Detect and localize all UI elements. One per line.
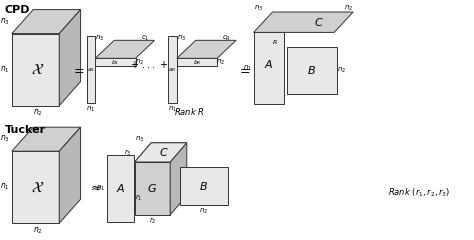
Polygon shape — [59, 10, 81, 106]
Text: $a_1$: $a_1$ — [87, 66, 95, 73]
Polygon shape — [12, 10, 81, 34]
Text: $\mathcal{X}$: $\mathcal{X}$ — [31, 180, 45, 195]
Text: $\mathcal{X}$: $\mathcal{X}$ — [31, 62, 45, 77]
Text: $n_1$: $n_1$ — [0, 64, 9, 75]
Text: $b_R$: $b_R$ — [192, 58, 201, 67]
Text: Rank $(r_1,r_2,r_3)$: Rank $(r_1,r_2,r_3)$ — [388, 187, 450, 199]
Text: $G$: $G$ — [147, 182, 157, 194]
Text: $=$: $=$ — [237, 63, 251, 76]
Polygon shape — [180, 167, 228, 205]
Text: $c_1$: $c_1$ — [141, 33, 149, 42]
Text: $A$: $A$ — [116, 182, 125, 194]
Text: $n_2$: $n_2$ — [33, 225, 43, 236]
Text: $C$: $C$ — [159, 146, 169, 158]
Text: $n_1$: $n_1$ — [86, 105, 96, 114]
Polygon shape — [135, 143, 187, 162]
Polygon shape — [177, 58, 217, 66]
Text: $b_1$: $b_1$ — [111, 58, 119, 67]
Text: $c_R$: $c_R$ — [222, 33, 231, 42]
Text: $+$ $...$ $+$: $+$ $...$ $+$ — [130, 59, 169, 70]
Polygon shape — [12, 127, 81, 151]
Text: $n_1$: $n_1$ — [96, 184, 105, 193]
Text: CPD: CPD — [5, 5, 30, 15]
Text: $=$: $=$ — [72, 63, 85, 76]
Text: $n_2$: $n_2$ — [216, 58, 226, 67]
Polygon shape — [177, 40, 236, 58]
Text: $n_2$: $n_2$ — [135, 58, 144, 67]
Polygon shape — [168, 36, 177, 103]
Text: $\approx$: $\approx$ — [88, 181, 101, 194]
Text: Tucker: Tucker — [5, 125, 46, 135]
Text: $a_R$: $a_R$ — [168, 66, 177, 73]
Polygon shape — [95, 40, 155, 58]
Polygon shape — [254, 32, 284, 104]
Text: $r_1$: $r_1$ — [135, 193, 143, 203]
Text: $R$: $R$ — [272, 38, 278, 46]
Text: $n_2$: $n_2$ — [199, 207, 209, 216]
Text: $n_3$: $n_3$ — [95, 33, 105, 42]
Text: $n_3$: $n_3$ — [177, 33, 186, 42]
Polygon shape — [59, 127, 81, 223]
Text: Rank $R$: Rank $R$ — [174, 106, 205, 117]
Text: $n_3$: $n_3$ — [135, 135, 144, 144]
Polygon shape — [287, 47, 337, 94]
Text: $n_3$: $n_3$ — [254, 4, 263, 13]
Text: $r_3$: $r_3$ — [124, 147, 132, 157]
Polygon shape — [107, 155, 134, 222]
Polygon shape — [135, 162, 170, 215]
Polygon shape — [12, 151, 59, 223]
Text: $n_3$: $n_3$ — [0, 16, 9, 27]
Text: $B$: $B$ — [200, 180, 208, 192]
Text: $n_2$: $n_2$ — [344, 4, 353, 13]
Text: $A$: $A$ — [264, 58, 273, 70]
Text: $n_1$: $n_1$ — [0, 182, 9, 192]
Polygon shape — [135, 143, 187, 162]
Text: $B$: $B$ — [307, 64, 316, 76]
Polygon shape — [12, 34, 59, 106]
Polygon shape — [170, 143, 187, 215]
Text: $n_2$: $n_2$ — [33, 108, 43, 118]
Polygon shape — [87, 36, 95, 103]
Text: $n_3$: $n_3$ — [0, 134, 9, 144]
Text: $n_2$: $n_2$ — [337, 66, 346, 75]
Polygon shape — [254, 12, 353, 32]
Polygon shape — [95, 58, 136, 66]
Text: $r_2$: $r_2$ — [149, 216, 156, 226]
Text: $n_1$: $n_1$ — [243, 64, 252, 73]
Text: $n_1$: $n_1$ — [168, 105, 177, 114]
Text: $C$: $C$ — [314, 16, 324, 28]
